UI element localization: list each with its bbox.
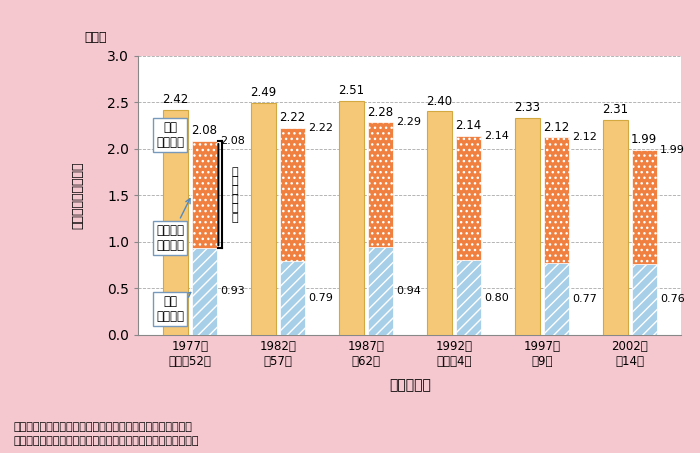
Text: 2.14: 2.14	[455, 119, 482, 132]
Text: （人）: （人）	[84, 31, 106, 44]
Text: 2.49: 2.49	[250, 86, 276, 99]
Bar	[368, 247, 393, 335]
Text: 2.33: 2.33	[514, 101, 540, 114]
Y-axis label: 理想・予定子ども数: 理想・予定子ども数	[71, 161, 84, 229]
Bar	[515, 118, 540, 335]
Text: 2.28: 2.28	[368, 106, 393, 119]
Text: 予
定
子
ど
も
数: 予 定 子 ど も 数	[232, 167, 238, 223]
Text: 2.40: 2.40	[426, 95, 452, 108]
Text: 追加予定
子ども数: 追加予定 子ども数	[156, 198, 190, 252]
Text: 資料：国立社会保障・人口問題研究所「出生動向基本調査」: 資料：国立社会保障・人口問題研究所「出生動向基本調査」	[14, 422, 193, 432]
Bar	[251, 103, 276, 335]
Bar	[280, 261, 304, 335]
Bar	[544, 137, 568, 263]
Bar	[163, 110, 188, 335]
Text: 1.99: 1.99	[631, 133, 657, 146]
Text: 2.12: 2.12	[572, 132, 597, 142]
Bar	[544, 263, 568, 335]
Bar	[632, 149, 657, 264]
Text: 0.79: 0.79	[308, 293, 333, 303]
Text: 2.42: 2.42	[162, 93, 188, 106]
Text: 0.76: 0.76	[660, 294, 685, 304]
Text: 現存
子ども数: 現存 子ども数	[156, 292, 191, 323]
Text: 0.77: 0.77	[572, 294, 597, 304]
Text: 1.99: 1.99	[660, 145, 685, 154]
Text: 注：初婚どうしの夫婦（理想子ども数不詳を除く）について: 注：初婚どうしの夫婦（理想子ども数不詳を除く）について	[14, 436, 199, 446]
Bar	[280, 128, 304, 261]
Text: 2.08: 2.08	[220, 136, 245, 146]
Text: 2.08: 2.08	[191, 125, 217, 137]
Text: 2.31: 2.31	[602, 103, 629, 116]
X-axis label: 調　査　年: 調 査 年	[389, 379, 430, 393]
Bar	[192, 141, 216, 248]
Text: 2.22: 2.22	[308, 123, 333, 133]
Bar	[368, 121, 393, 247]
Text: 2.29: 2.29	[396, 116, 421, 127]
Text: 2.12: 2.12	[543, 120, 569, 134]
Bar	[456, 260, 481, 335]
Text: 0.94: 0.94	[396, 286, 421, 296]
Text: 2.14: 2.14	[484, 130, 509, 140]
Bar	[192, 248, 216, 335]
Text: 2.22: 2.22	[279, 111, 305, 125]
Text: 0.80: 0.80	[484, 293, 509, 303]
Bar	[456, 135, 481, 260]
Bar	[339, 101, 363, 335]
Text: 0.93: 0.93	[220, 286, 245, 296]
Bar	[427, 111, 452, 335]
Bar	[632, 264, 657, 335]
Text: 2.51: 2.51	[338, 84, 364, 97]
Bar	[603, 120, 627, 335]
Text: 理想
子ども数: 理想 子ども数	[156, 120, 184, 149]
